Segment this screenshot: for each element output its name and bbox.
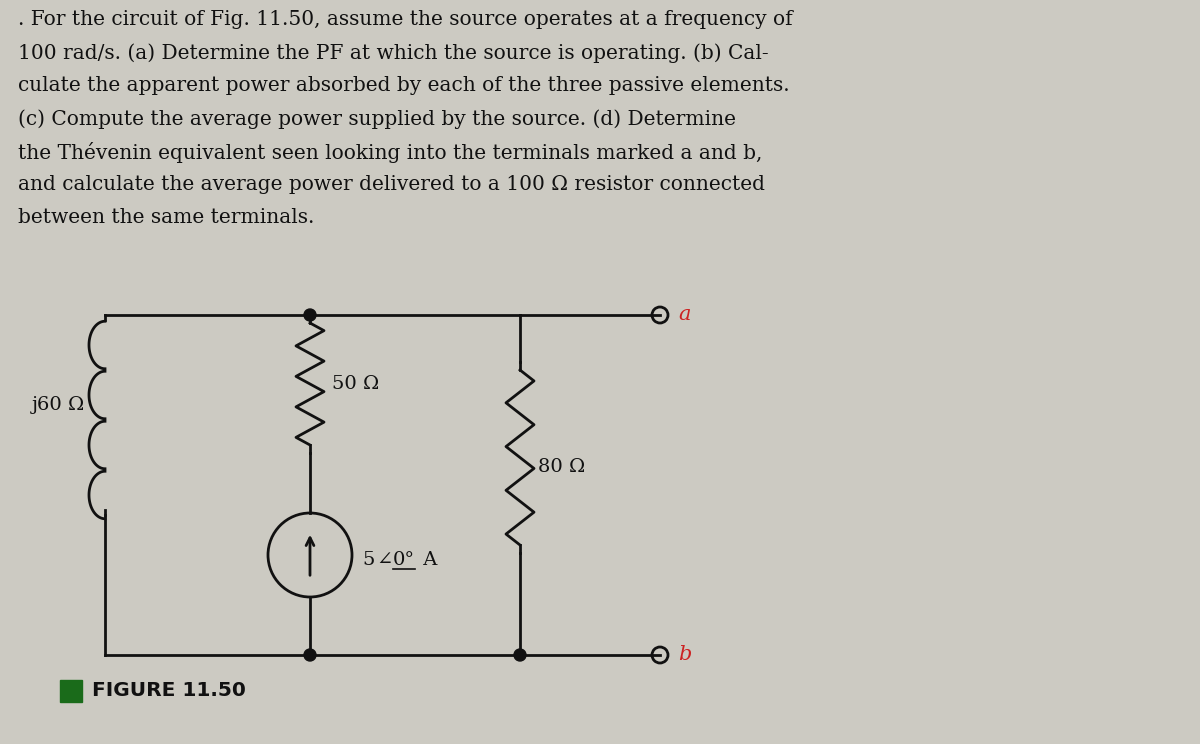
Text: 80 Ω: 80 Ω [538,458,586,476]
Text: . For the circuit of Fig. 11.50, assume the source operates at a frequency of: . For the circuit of Fig. 11.50, assume … [18,10,793,29]
Text: A: A [418,551,437,569]
Circle shape [514,649,526,661]
Text: 0°: 0° [394,551,415,569]
Text: between the same terminals.: between the same terminals. [18,208,314,227]
Text: b: b [678,646,691,664]
Text: a: a [678,306,690,324]
Text: j60 Ω: j60 Ω [31,396,85,414]
Text: culate the apparent power absorbed by each of the three passive elements.: culate the apparent power absorbed by ea… [18,76,790,95]
Circle shape [304,309,316,321]
Text: (c) Compute the average power supplied by the source. (d) Determine: (c) Compute the average power supplied b… [18,109,736,129]
Text: and calculate the average power delivered to a 100 Ω resistor connected: and calculate the average power delivere… [18,175,766,194]
Circle shape [304,649,316,661]
Text: ∠: ∠ [376,551,392,569]
Text: 5: 5 [362,551,374,569]
Text: FIGURE 11.50: FIGURE 11.50 [92,682,246,701]
Bar [60,680,82,702]
Text: the Thévenin equivalent seen looking into the terminals marked a and b,: the Thévenin equivalent seen looking int… [18,142,762,163]
Text: 50 Ω: 50 Ω [332,375,379,393]
Text: 100 rad/s. (a) Determine the PF at which the source is operating. (b) Cal-: 100 rad/s. (a) Determine the PF at which… [18,43,769,62]
